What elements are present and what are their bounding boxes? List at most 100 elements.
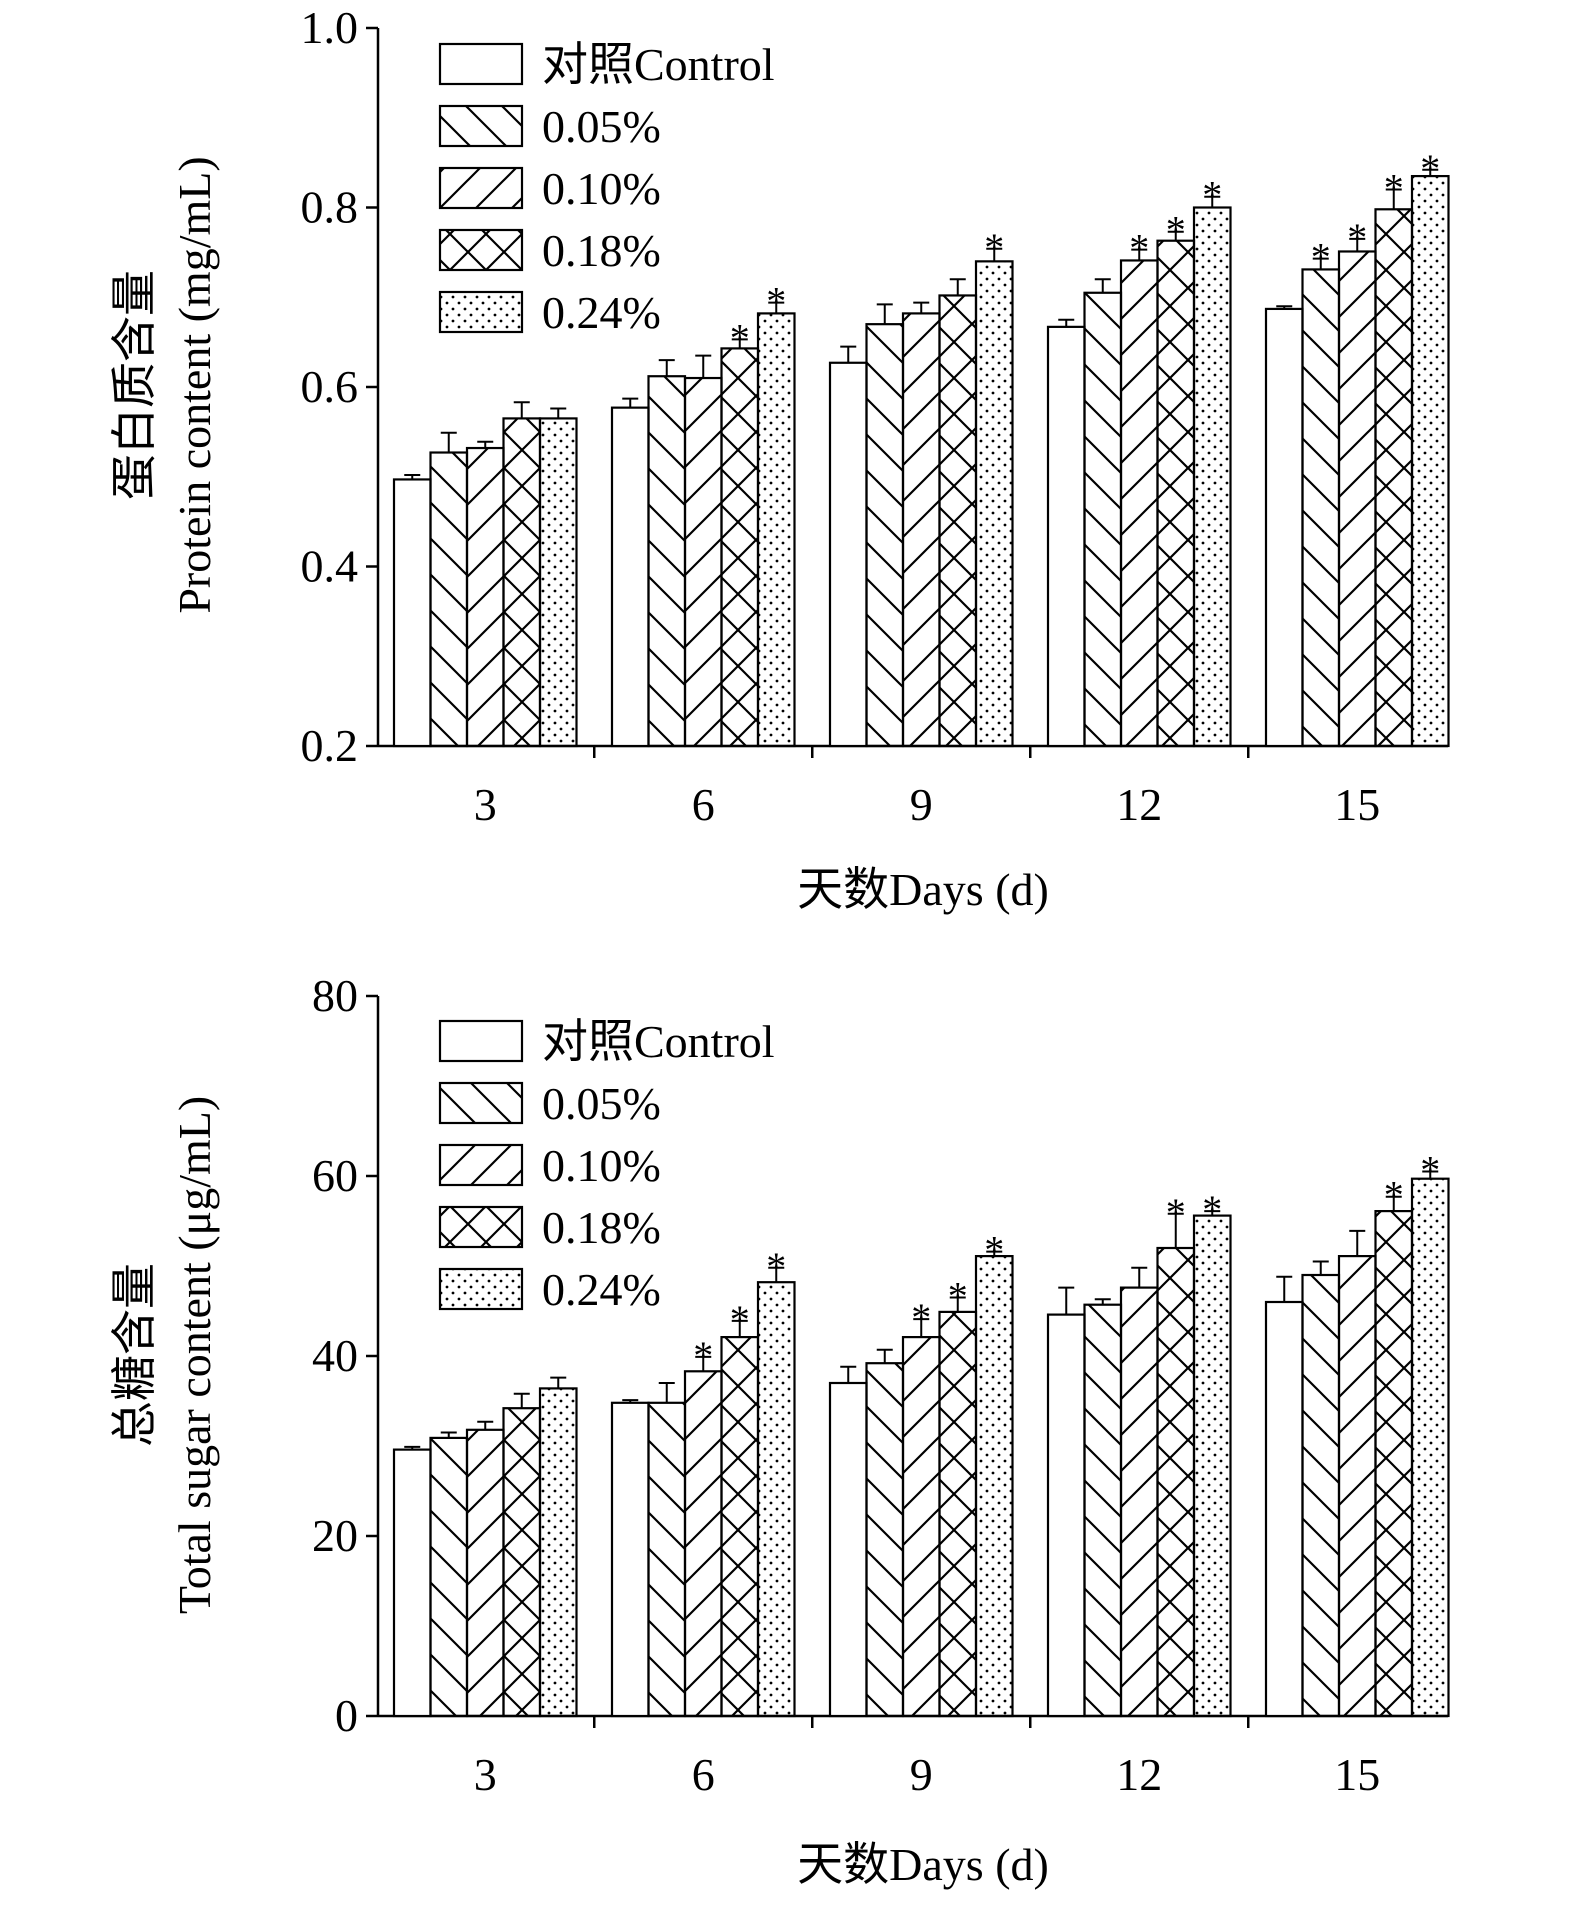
bar [647, 1401, 687, 1718]
legend-swatch [438, 166, 524, 210]
total-sugar-content-chart: 0 20 40 60 80 3 6 9 12 15 * * * * * * * * * * 天数Days (d) 总糖含量… [109, 970, 1450, 1890]
significance-mark: * [1384, 166, 1404, 211]
legend-label: 对照Control [542, 1016, 775, 1067]
legend-label: 0.05% [542, 101, 661, 152]
bar [647, 375, 687, 748]
bar [1337, 250, 1377, 748]
bar [683, 376, 723, 748]
significance-mark: * [1420, 1148, 1440, 1193]
y-axis-title-cn: 总糖含量 [109, 1263, 160, 1447]
significance-mark: * [1347, 215, 1367, 260]
y-axis-title-en: Total sugar content (μg/mL) [169, 1096, 220, 1614]
bar [538, 1387, 578, 1718]
significance-mark: * [766, 1244, 786, 1289]
bar [465, 1428, 505, 1718]
bar [1410, 1177, 1450, 1718]
y-axis-title-cn: 蛋白质含量 [109, 270, 160, 500]
bar [538, 417, 578, 748]
bar [610, 406, 650, 748]
significance-mark: * [948, 1274, 968, 1319]
y-tick-label: 1.0 [301, 2, 359, 53]
bar [756, 1281, 796, 1718]
bar [974, 1254, 1014, 1718]
bar [756, 312, 796, 748]
legend-swatch [438, 1205, 524, 1249]
bar [610, 1401, 650, 1718]
bar [901, 312, 941, 748]
y-tick-label: 0.8 [301, 182, 359, 233]
bar [828, 361, 868, 748]
legend-label: 0.10% [542, 1140, 661, 1191]
bar [974, 260, 1014, 748]
significance-mark: * [1311, 235, 1331, 280]
y-tick-label: 80 [312, 970, 358, 1021]
x-tick-label: 12 [1116, 1749, 1162, 1800]
significance-mark: * [1129, 226, 1149, 271]
y-tick-label: 0 [335, 1690, 358, 1741]
bar [828, 1381, 868, 1718]
bar [1083, 291, 1123, 748]
bar [1301, 268, 1341, 748]
y-tick-label: 20 [312, 1510, 358, 1561]
bar [1192, 1214, 1232, 1718]
y-axis-title-en: Protein content (mg/mL) [169, 156, 220, 613]
legend-label: 0.10% [542, 163, 661, 214]
x-tick-label: 9 [910, 1749, 933, 1800]
bar [683, 1370, 723, 1718]
legend-swatch [438, 1019, 524, 1063]
bar [1337, 1254, 1377, 1718]
significance-mark: * [1420, 146, 1440, 191]
legend-label: 0.24% [542, 287, 661, 338]
bar [392, 1448, 432, 1718]
bar [720, 1335, 760, 1718]
bar [938, 294, 978, 748]
significance-mark: * [1166, 1190, 1186, 1235]
bar [1374, 208, 1414, 748]
x-tick-label: 12 [1116, 779, 1162, 830]
significance-mark: * [984, 225, 1004, 270]
x-tick-label: 3 [474, 779, 497, 830]
bar [502, 1407, 542, 1718]
x-axis-title: 天数Days (d) [797, 1839, 1049, 1890]
bar [502, 417, 542, 748]
legend-swatch [438, 1081, 524, 1125]
y-tick-label: 40 [312, 1330, 358, 1381]
bar [465, 446, 505, 748]
y-tick-label: 0.2 [301, 720, 359, 771]
bar [1083, 1303, 1123, 1718]
bar [1119, 259, 1159, 748]
significance-mark: * [1166, 208, 1186, 253]
legend-swatch [438, 104, 524, 148]
bar [392, 478, 432, 748]
x-tick-label: 15 [1334, 1749, 1380, 1800]
bar [1192, 206, 1232, 748]
bar [1410, 174, 1450, 748]
bar [1264, 307, 1304, 748]
bar [1046, 1313, 1086, 1718]
bar [429, 451, 469, 748]
x-tick-label: 6 [692, 779, 715, 830]
y-tick-label: 0.4 [301, 541, 359, 592]
bar [1301, 1273, 1341, 1718]
legend-swatch [438, 42, 524, 86]
legend: 对照Control 0.05% 0.10% 0.18% 0.24% [438, 39, 775, 338]
legend-label: 0.24% [542, 1264, 661, 1315]
bar [1156, 239, 1196, 748]
x-tick-label: 9 [910, 779, 933, 830]
significance-mark: * [766, 279, 786, 324]
legend-label: 0.18% [542, 1202, 661, 1253]
protein-content-chart: 0.2 0.4 0.6 0.8 1.0 3 6 9 12 15 * * * * * * * * * * 天数Days (… [109, 2, 1450, 915]
bar [1156, 1246, 1196, 1718]
x-tick-label: 15 [1334, 779, 1380, 830]
significance-mark: * [693, 1333, 713, 1378]
significance-mark: * [1384, 1173, 1404, 1218]
x-axis-title: 天数Days (d) [797, 864, 1049, 915]
legend-label: 0.05% [542, 1078, 661, 1129]
bar [865, 323, 905, 748]
bar [938, 1310, 978, 1718]
legend-swatch [438, 1267, 524, 1311]
legend: 对照Control 0.05% 0.10% 0.18% 0.24% [438, 1016, 775, 1315]
x-tick-label: 6 [692, 1749, 715, 1800]
bar [901, 1335, 941, 1718]
